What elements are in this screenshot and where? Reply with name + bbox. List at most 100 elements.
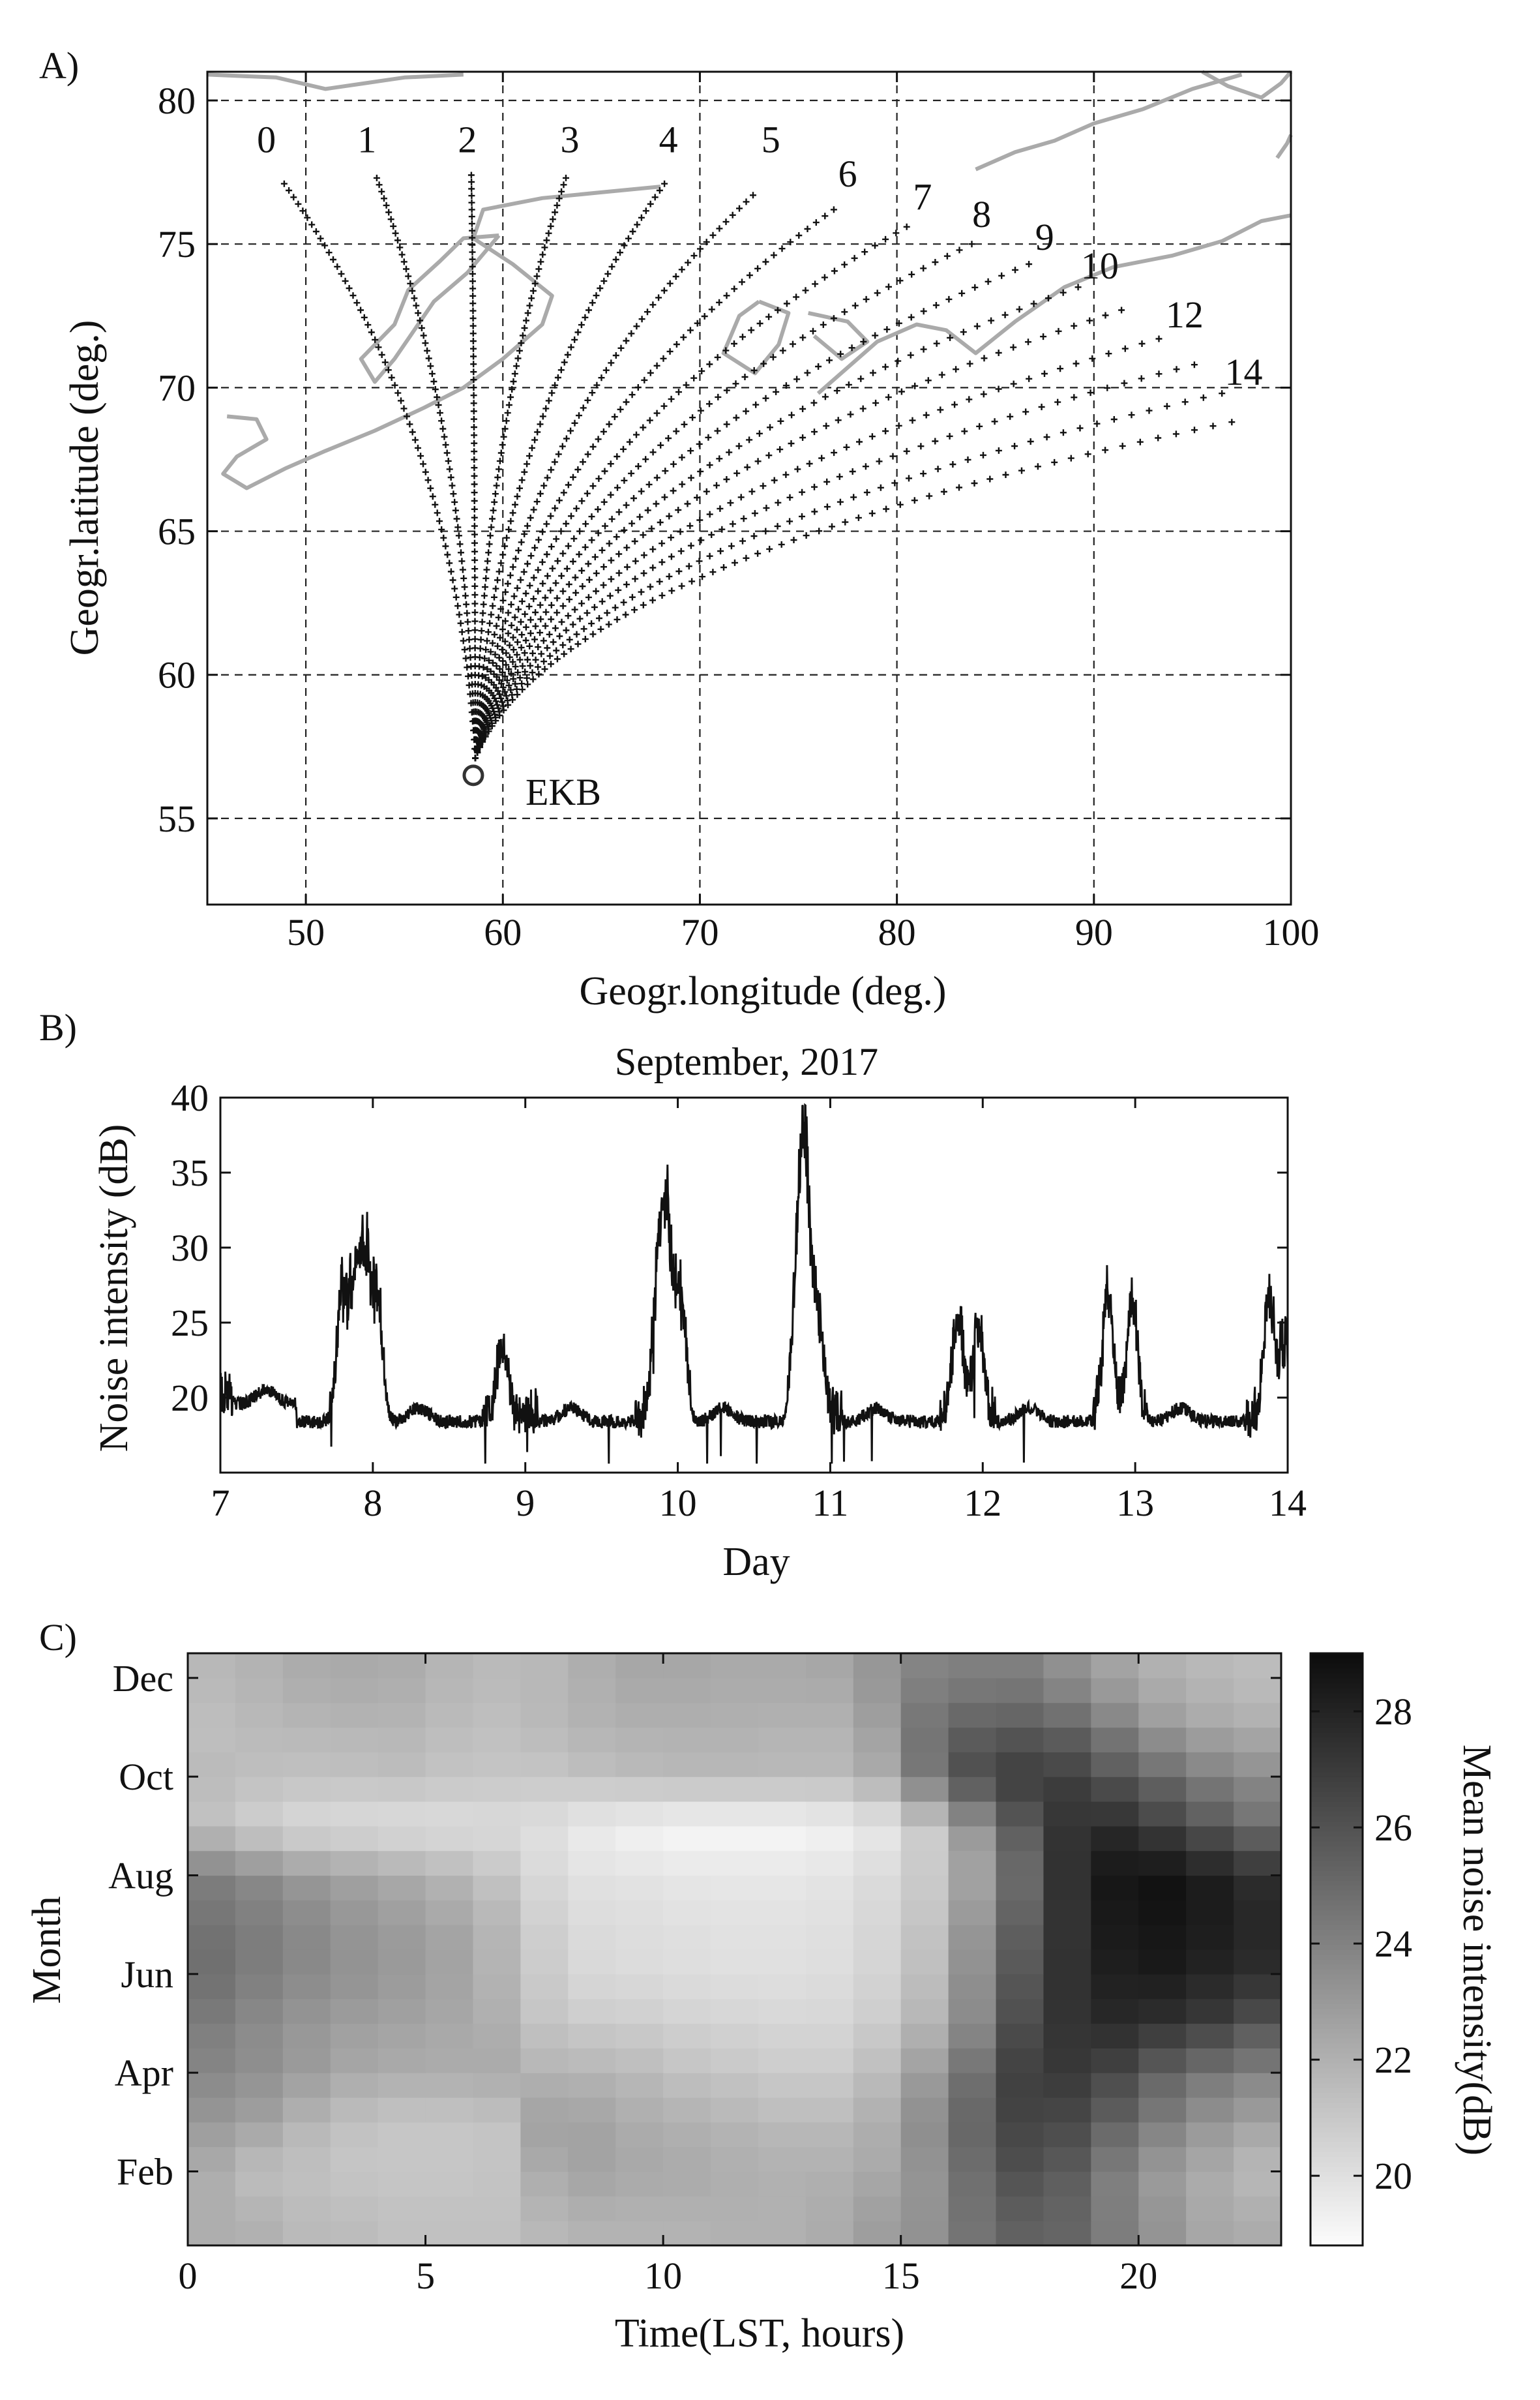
heatmap-cell bbox=[758, 1825, 807, 1852]
ray-label-4: 4 bbox=[659, 118, 678, 160]
panel-b-title: September, 2017 bbox=[615, 1040, 878, 1083]
heatmap-cell bbox=[1234, 2221, 1282, 2246]
x-tick-label: 20 bbox=[1119, 2255, 1157, 2297]
heatmap-cell bbox=[711, 1973, 759, 2000]
heatmap-cell bbox=[282, 1998, 331, 2024]
heatmap-cell bbox=[1186, 2171, 1234, 2197]
colorbar-segment bbox=[1310, 1870, 1363, 1876]
heatmap-cell bbox=[473, 1752, 521, 1777]
heatmap-cell bbox=[330, 2171, 379, 2197]
heatmap-cell bbox=[330, 1900, 379, 1925]
heatmap-cell bbox=[615, 2171, 664, 2197]
heatmap-cell bbox=[1234, 2048, 1282, 2073]
heatmap-cell bbox=[805, 1949, 854, 1975]
ray-label-10: 10 bbox=[1081, 245, 1119, 287]
heatmap-cell bbox=[282, 1875, 331, 1900]
heatmap-cell bbox=[1186, 1949, 1234, 1975]
heatmap-cell bbox=[1234, 1727, 1282, 1752]
heatmap-cell bbox=[568, 2196, 616, 2221]
heatmap-cell bbox=[853, 1727, 902, 1752]
heatmap-cell bbox=[520, 1825, 569, 1852]
colorbar-segment bbox=[1310, 1855, 1363, 1861]
panel-b-frame bbox=[219, 1096, 1289, 1474]
heatmap-cell bbox=[425, 1727, 474, 1752]
heatmap-cell bbox=[330, 2073, 379, 2098]
heatmap-cell bbox=[188, 2196, 236, 2221]
heatmap-cell bbox=[1186, 1653, 1234, 1679]
heatmap-cell bbox=[282, 2171, 331, 2197]
colorbar-segment bbox=[1310, 2166, 1363, 2172]
heatmap-cell bbox=[330, 1677, 379, 1703]
heatmap-cell bbox=[711, 2073, 759, 2098]
colorbar-segment bbox=[1310, 2215, 1363, 2221]
heatmap-cell bbox=[758, 2097, 807, 2123]
colorbar-segment bbox=[1310, 1860, 1363, 1867]
heatmap-cell bbox=[1043, 1752, 1091, 1777]
heatmap-cell bbox=[1234, 1677, 1282, 1703]
heatmap-cell bbox=[330, 2146, 379, 2172]
heatmap-cell bbox=[853, 2221, 902, 2246]
colorbar-segment bbox=[1310, 2018, 1363, 2024]
colorbar-ticks: 20 22 24 26 28 bbox=[1310, 1690, 1412, 2197]
heatmap-cell bbox=[235, 2048, 284, 2073]
heatmap-cell bbox=[520, 1973, 569, 2000]
ray-label-12: 12 bbox=[1166, 293, 1204, 336]
heatmap-cell bbox=[282, 2196, 331, 2221]
heatmap-cell bbox=[1234, 1925, 1282, 1950]
heatmap-cell bbox=[188, 1850, 236, 1876]
heatmap-cell bbox=[1043, 2146, 1091, 2172]
heatmap-cell bbox=[948, 1777, 997, 1802]
ray-label-0: 0 bbox=[257, 118, 276, 160]
heatmap-cell bbox=[1234, 1875, 1282, 1900]
heatmap-cell bbox=[1091, 1801, 1139, 1827]
colorbar-segment bbox=[1310, 1944, 1363, 1950]
heatmap-cell bbox=[1043, 1702, 1091, 1728]
colorbar-segment bbox=[1310, 1934, 1363, 1940]
heatmap-cell bbox=[235, 1998, 284, 2024]
heatmap-cell bbox=[520, 1949, 569, 1975]
heatmap-cell bbox=[520, 1677, 569, 1703]
heatmap-cell bbox=[853, 1925, 902, 1950]
colorbar-segment bbox=[1310, 2107, 1363, 2113]
colorbar-segment bbox=[1310, 2003, 1363, 2009]
heatmap-cell bbox=[948, 1702, 997, 1728]
heatmap-cell bbox=[282, 2122, 331, 2148]
panel-a-frame bbox=[206, 70, 1292, 906]
heatmap-cell bbox=[235, 1850, 284, 1876]
heatmap-cell bbox=[805, 1777, 854, 1802]
heatmap-cell bbox=[805, 2073, 854, 2098]
heatmap-cell bbox=[663, 1702, 711, 1728]
colorbar-segment bbox=[1310, 1801, 1363, 1807]
heatmap-cell bbox=[1138, 2171, 1187, 2197]
heatmap-cell bbox=[711, 2146, 759, 2172]
heatmap-cell bbox=[996, 2073, 1044, 2098]
heatmap-cell bbox=[900, 1702, 949, 1728]
heatmap-cell bbox=[188, 1677, 236, 1703]
heatmap-cell bbox=[805, 2221, 854, 2246]
colorbar-segment bbox=[1310, 2191, 1363, 2197]
heatmap-cell bbox=[520, 1777, 569, 1802]
heatmap-cell bbox=[758, 2146, 807, 2172]
heatmap-cell bbox=[805, 1653, 854, 1679]
heatmap-cell bbox=[473, 1801, 521, 1827]
heatmap-cell bbox=[853, 2196, 902, 2221]
colorbar-segment bbox=[1310, 2097, 1363, 2103]
heatmap-cell bbox=[425, 1801, 474, 1827]
heatmap-cell bbox=[996, 1752, 1044, 1777]
colorbar-segment bbox=[1310, 2033, 1363, 2039]
panel-b-ticks: 7 8 9 10 11 12 13 14 20 25 30 35 40 bbox=[171, 1077, 1307, 1524]
colorbar-segment bbox=[1310, 2225, 1363, 2232]
y-tick-label: 40 bbox=[171, 1077, 209, 1119]
heatmap-cell bbox=[1091, 1677, 1139, 1703]
colorbar-segment bbox=[1310, 1816, 1363, 1822]
heatmap-cell bbox=[711, 2048, 759, 2073]
heatmap-cell bbox=[853, 2146, 902, 2172]
heatmap-cell bbox=[378, 1825, 426, 1852]
heatmap-cell bbox=[900, 1949, 949, 1975]
colorbar-segment bbox=[1310, 1949, 1363, 1955]
heatmap-cell bbox=[235, 1777, 284, 1802]
heatmap-cell bbox=[282, 1900, 331, 1925]
heatmap-cell bbox=[948, 1752, 997, 1777]
y-tick-label: Aug bbox=[108, 1855, 173, 1897]
heatmap-cell bbox=[520, 2048, 569, 2073]
